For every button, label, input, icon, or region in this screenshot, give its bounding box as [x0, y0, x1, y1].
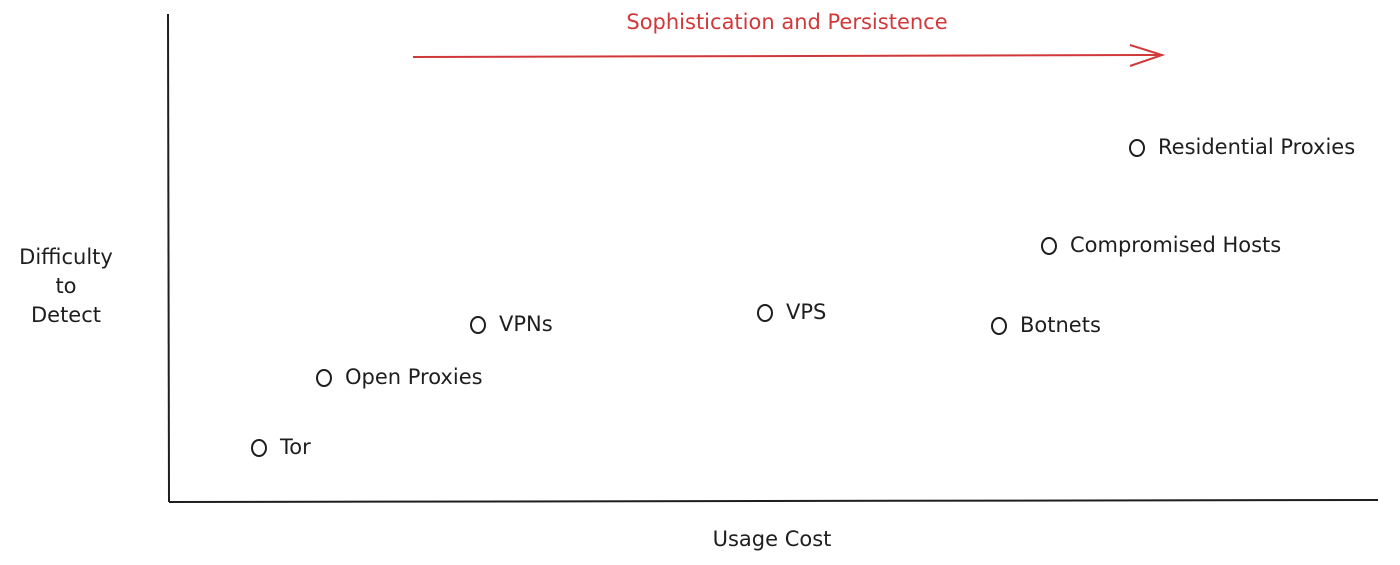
- node-marker: [470, 316, 486, 334]
- node-marker: [757, 304, 773, 322]
- node-label: Open Proxies: [345, 365, 483, 389]
- node-label: Residential Proxies: [1158, 135, 1355, 159]
- title: Sophistication and Persistence: [626, 10, 947, 34]
- y-axis: [167, 13, 170, 503]
- node-marker: [1129, 139, 1145, 157]
- node-marker: [251, 439, 267, 457]
- x-axis: [168, 499, 1379, 503]
- node-label: VPNs: [499, 312, 553, 336]
- node-label: Tor: [279, 435, 311, 459]
- y-axis-label: Difficulty: [19, 245, 113, 269]
- y-axis-label: to: [55, 274, 76, 298]
- nodes: Tor Open Proxies VPNs VPS Botnets Compromised…: [251, 135, 1355, 459]
- node-marker: [991, 317, 1007, 335]
- node-marker: [316, 369, 332, 387]
- node-label: Compromised Hosts: [1070, 233, 1281, 257]
- node-label: Botnets: [1020, 313, 1101, 337]
- x-axis-label: Usage Cost: [713, 527, 832, 551]
- arrow: [412, 44, 1166, 67]
- node-label: VPS: [786, 300, 826, 324]
- node-marker: [1041, 237, 1057, 255]
- y-axis-label: Detect: [31, 303, 101, 327]
